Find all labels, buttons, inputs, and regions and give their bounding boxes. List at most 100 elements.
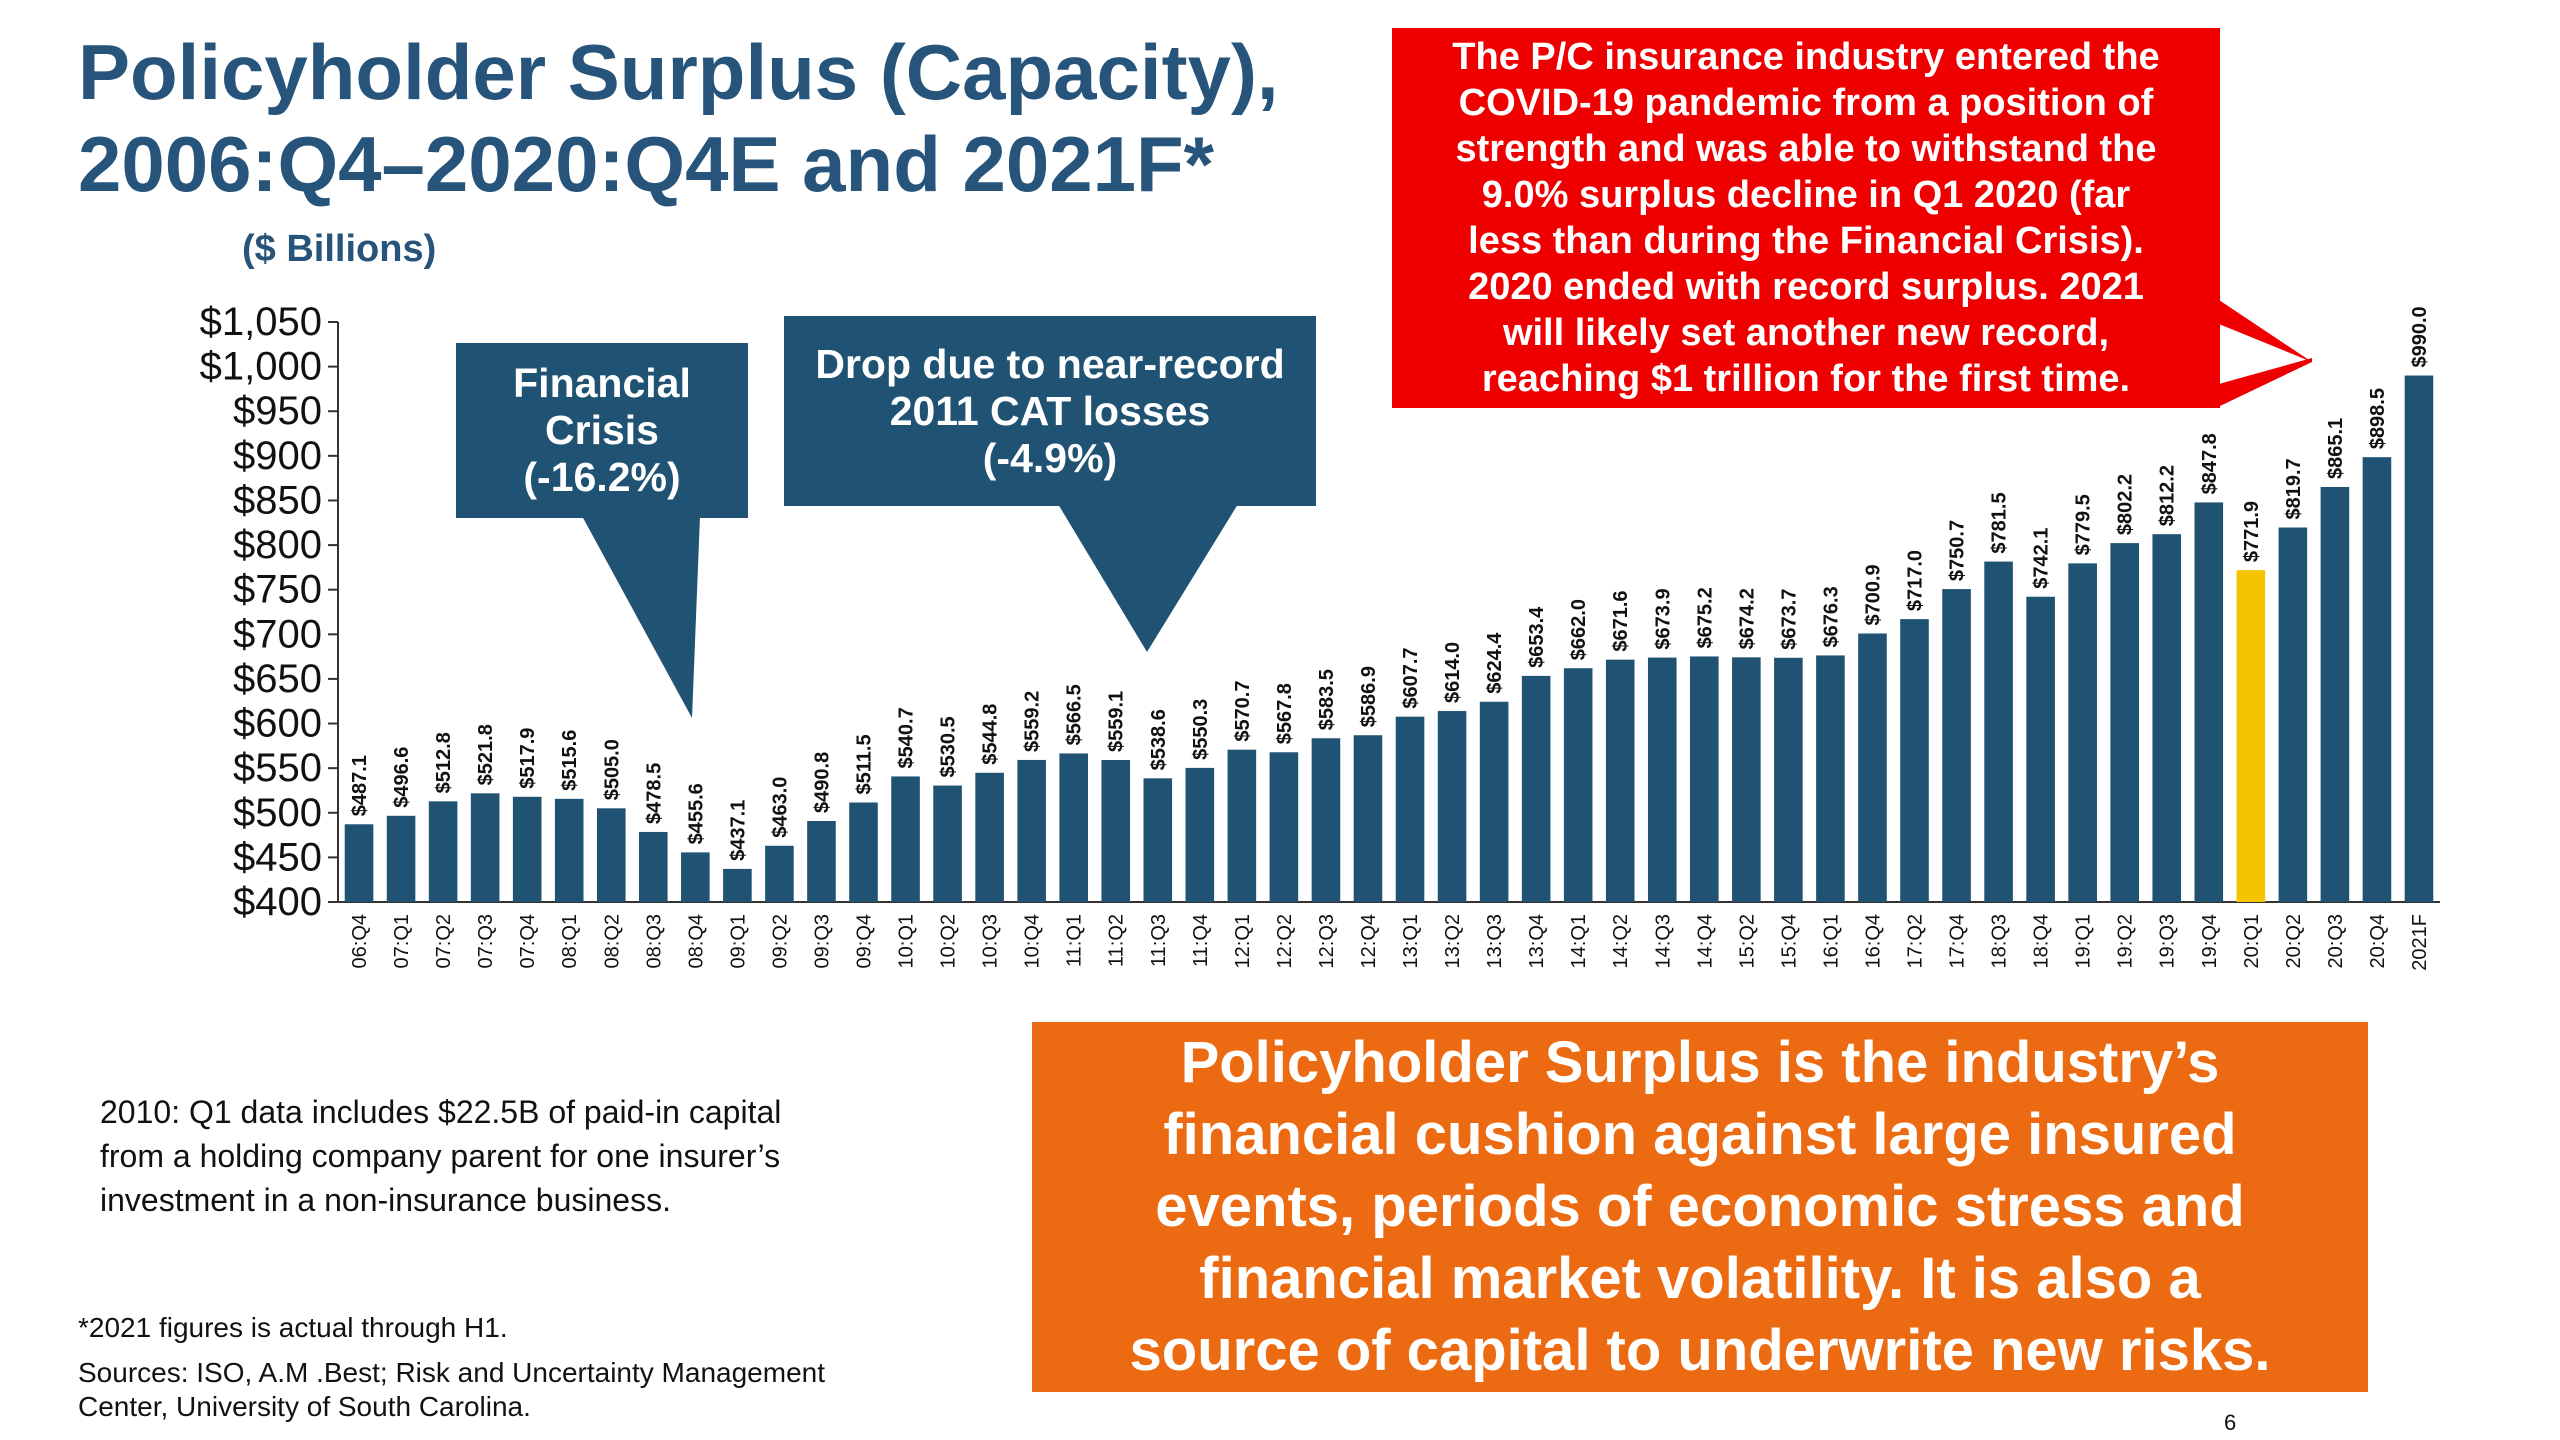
bar <box>1605 659 1635 902</box>
x-tick-label: 2021F <box>2409 914 2431 971</box>
bar-value-label: $567.8 <box>1274 683 1296 744</box>
bar-value-label: $717.0 <box>1905 550 1927 611</box>
bar-value-label: $674.2 <box>1736 588 1758 649</box>
x-tick-label: 13:Q3 <box>1484 914 1506 968</box>
x-tick-label: 07:Q1 <box>391 914 413 968</box>
bar <box>2110 543 2139 902</box>
x-tick-label: 11:Q2 <box>1106 914 1128 967</box>
bar-value-label: $673.7 <box>1778 589 1800 650</box>
x-tick-label: 11:Q3 <box>1148 914 1170 967</box>
bar <box>681 852 710 902</box>
bar-value-label: $517.9 <box>517 728 539 789</box>
x-tick-label: 12:Q2 <box>1274 914 1296 968</box>
bar <box>344 824 374 902</box>
bar <box>1353 735 1383 902</box>
x-tick-label: 11:Q4 <box>1190 914 1212 967</box>
x-tick-label: 20:Q2 <box>2283 914 2305 968</box>
x-tick-label: 07:Q2 <box>433 914 455 968</box>
bar <box>1185 767 1215 902</box>
bar-value-label: $521.8 <box>475 724 497 785</box>
bar <box>807 820 836 902</box>
x-tick-label: 17:Q2 <box>1905 914 1927 968</box>
bar-value-label: $455.6 <box>685 783 707 844</box>
bar-value-label: $559.1 <box>1106 691 1128 752</box>
x-tick-label: 10:Q4 <box>1022 914 1044 968</box>
bar <box>428 801 458 902</box>
bar-value-label: $550.3 <box>1190 699 1212 760</box>
y-tick-label: $800 <box>233 523 322 567</box>
cat-losses-callout-text: Drop due to near-record 2011 CAT losses … <box>815 340 1285 481</box>
bar-value-label: $570.7 <box>1232 681 1254 742</box>
bar-value-label: $437.1 <box>727 800 749 861</box>
x-tick-label: 20:Q4 <box>2367 914 2389 968</box>
bar <box>1732 657 1761 902</box>
x-tick-label: 09:Q2 <box>769 914 791 968</box>
bar-value-label: $802.2 <box>2115 474 2137 535</box>
x-tick-label: 19:Q2 <box>2115 914 2137 968</box>
bar-value-label: $540.7 <box>896 707 918 768</box>
bar-value-label: $614.0 <box>1442 642 1464 703</box>
x-tick-label: 15:Q4 <box>1778 914 1800 968</box>
financial-crisis-pointer <box>582 516 700 718</box>
bar <box>554 798 584 902</box>
bar <box>849 802 878 902</box>
bar <box>2194 502 2224 902</box>
x-tick-label: 08:Q2 <box>601 914 623 968</box>
bar-value-label: $505.0 <box>601 739 623 800</box>
bar <box>2026 596 2055 902</box>
y-tick-label: $450 <box>233 835 322 879</box>
bar-value-label: $653.4 <box>1526 606 1548 668</box>
bar-value-label: $538.6 <box>1148 709 1170 770</box>
bar-value-label: $671.6 <box>1610 590 1632 651</box>
bar <box>891 776 920 902</box>
bar <box>1437 711 1467 902</box>
bar <box>2278 527 2308 902</box>
sources: Sources: ISO, A.M .Best; Risk and Uncert… <box>78 1357 825 1422</box>
x-tick-label: 18:Q4 <box>2031 914 2053 968</box>
x-tick-label: 09:Q3 <box>811 914 833 968</box>
bar-value-label: $566.5 <box>1064 684 1086 745</box>
financial-crisis-callout-text: Financial Crisis (-16.2%) <box>513 360 691 500</box>
bar <box>1521 675 1551 902</box>
x-tick-label: 13:Q2 <box>1442 914 1464 968</box>
bar <box>723 868 752 902</box>
bar <box>1900 619 1929 902</box>
x-tick-label: 09:Q1 <box>727 914 749 968</box>
bar <box>2362 457 2392 902</box>
x-tick-label: 08:Q3 <box>643 914 665 968</box>
y-tick-label: $1,050 <box>200 300 322 344</box>
units-subtitle: ($ Billions) <box>242 228 437 270</box>
x-tick-label: 12:Q1 <box>1232 914 1254 968</box>
y-tick-label: $850 <box>233 478 322 522</box>
bar <box>1227 749 1257 902</box>
bar <box>765 845 794 902</box>
y-tick-label: $900 <box>233 434 322 478</box>
x-tick-label: 12:Q4 <box>1358 914 1380 968</box>
bar <box>2152 534 2182 902</box>
x-tick-label: 06:Q4 <box>349 914 371 968</box>
bar <box>1143 778 1173 902</box>
bar <box>1017 759 1046 902</box>
bar-value-label: $662.0 <box>1568 599 1590 660</box>
bar <box>2068 563 2097 902</box>
bar <box>2404 375 2434 902</box>
title-line-2: 2006:Q4–2020:Q4E and 2021F* <box>78 120 1215 208</box>
bar-value-label: $781.5 <box>1989 492 2011 553</box>
bar <box>1858 633 1887 902</box>
bar <box>975 772 1004 902</box>
x-tick-label: 08:Q1 <box>559 914 581 968</box>
x-tick-label: 10:Q3 <box>980 914 1002 968</box>
bar-value-label: $607.7 <box>1400 647 1422 708</box>
x-tick-label: 15:Q2 <box>1736 914 1758 968</box>
x-tick-label: 19:Q1 <box>2073 914 2095 968</box>
bars <box>344 375 2434 902</box>
bar-value-label: $771.9 <box>2241 501 2263 562</box>
title-line-1: Policyholder Surplus (Capacity), <box>78 28 1279 116</box>
x-tick-label: 08:Q4 <box>685 914 707 968</box>
policyholder-surplus-callout-text: Policyholder Surplus is the industry’s f… <box>1129 1030 2271 1383</box>
bar-value-label: $673.9 <box>1652 588 1674 649</box>
y-tick-label: $550 <box>233 746 322 790</box>
bar-value-label: $676.3 <box>1820 586 1842 647</box>
financial-crisis-callout: Financial Crisis (-16.2%) <box>456 343 748 518</box>
